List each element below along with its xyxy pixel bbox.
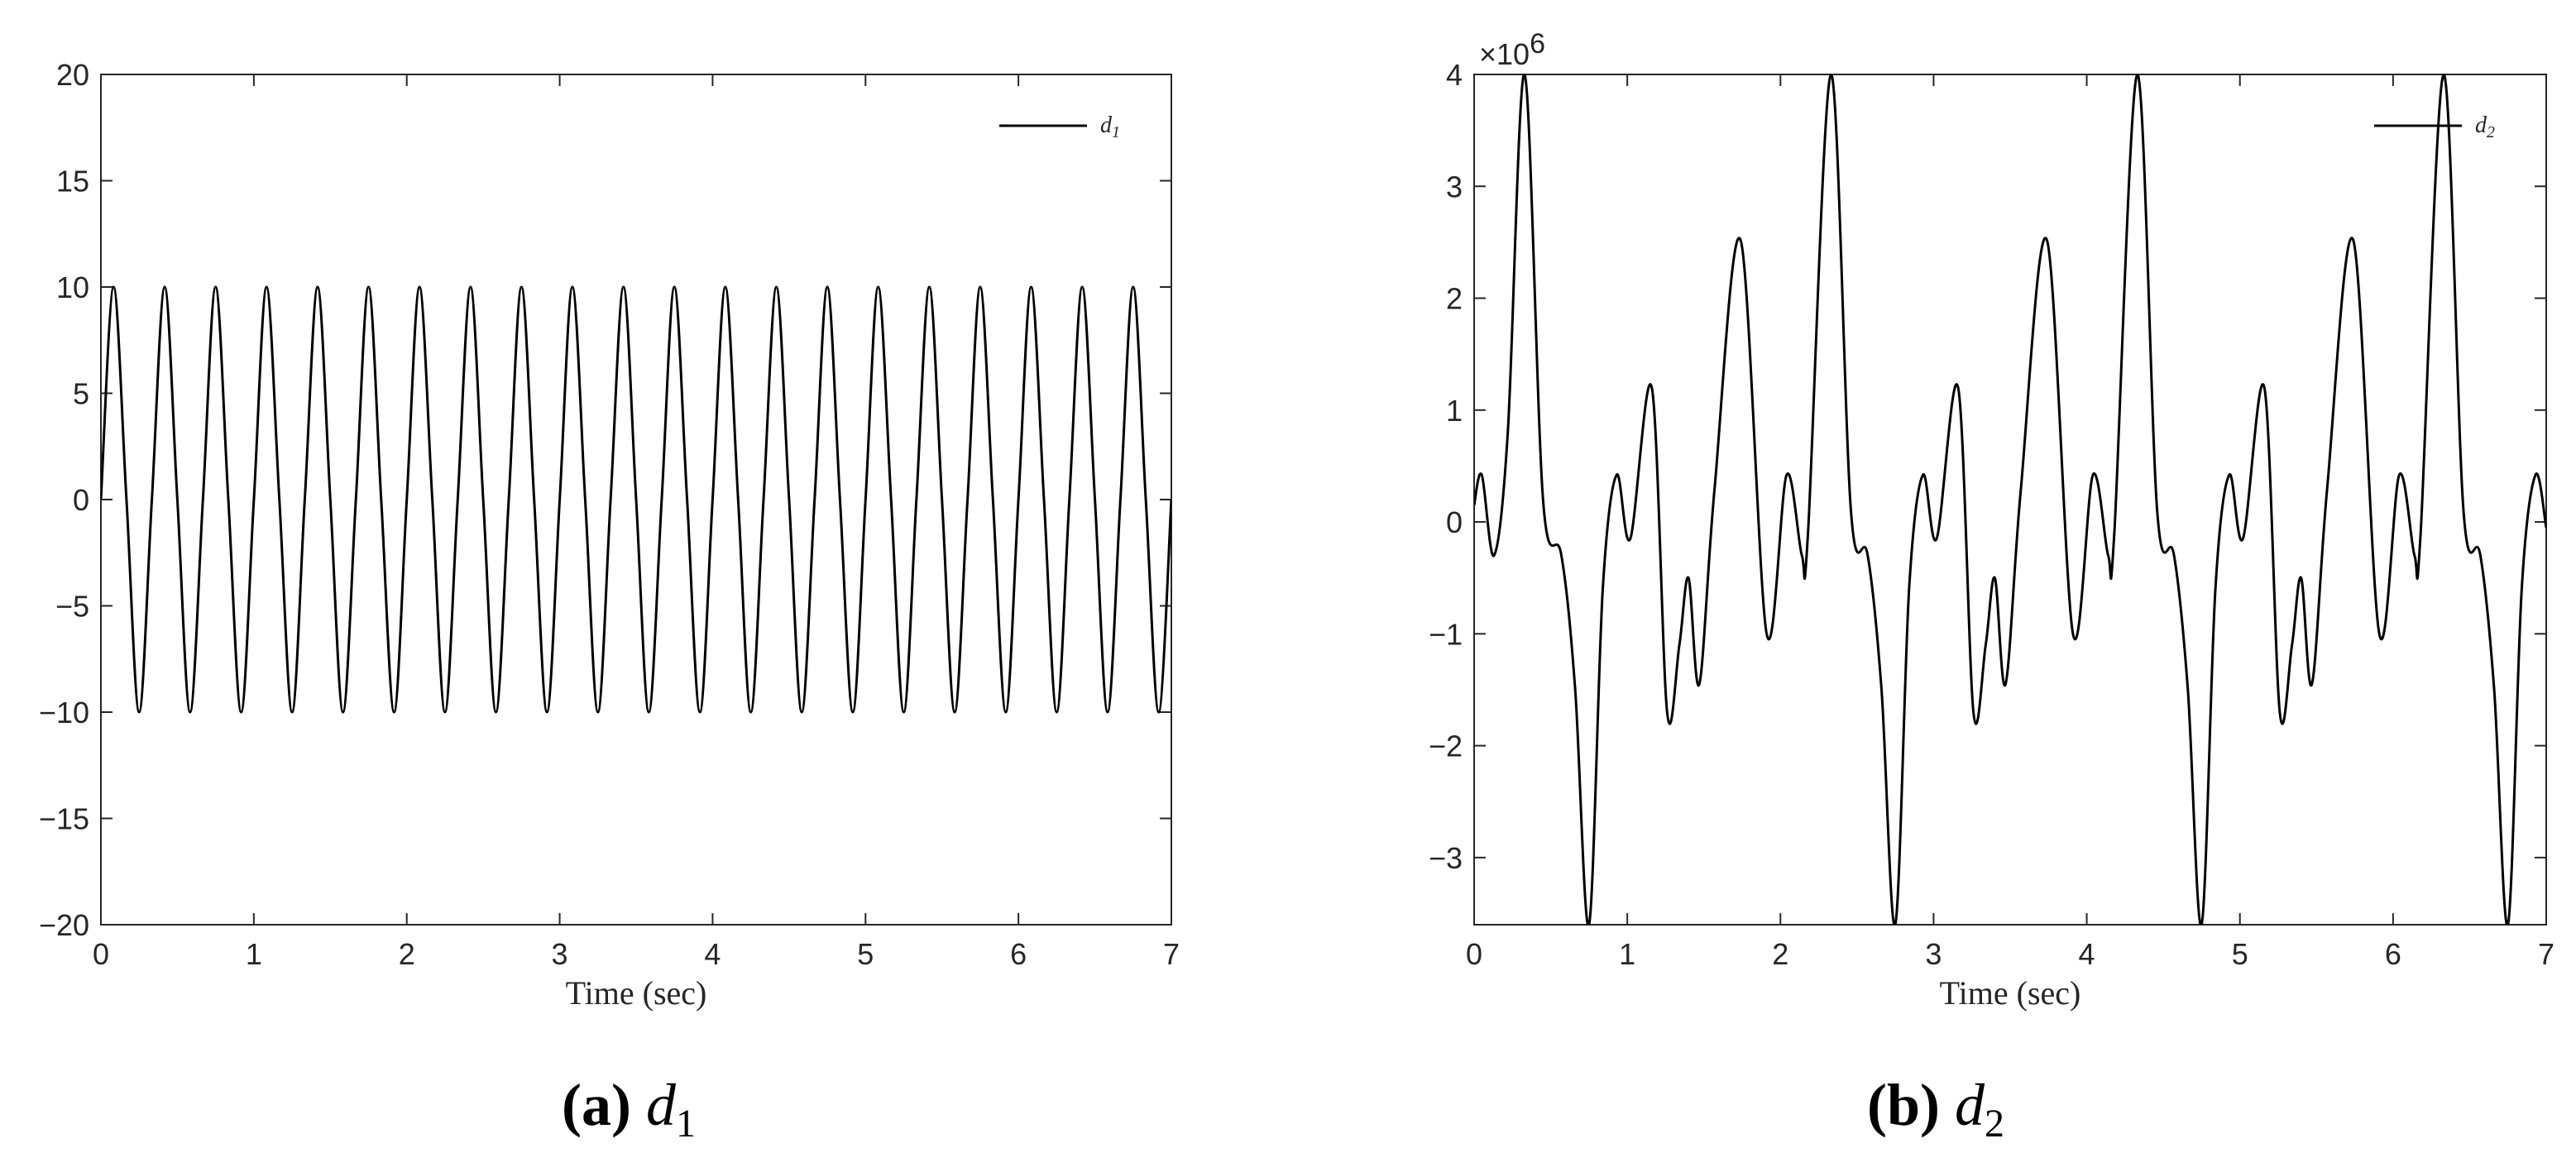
x-tick-label: 1 xyxy=(1619,937,1635,971)
y-tick-label: 15 xyxy=(56,165,89,199)
tick-labels-b: 0 1 2 3 4 5 6 7 −3 −2 −1 0 1 2 3 4 xyxy=(1429,58,2554,971)
y-tick-label: −20 xyxy=(39,908,89,942)
x-tick-label: 5 xyxy=(857,937,874,971)
y-tick-label: 4 xyxy=(1446,58,1463,92)
x-tick-label: 4 xyxy=(2079,937,2095,971)
x-tick-label: 3 xyxy=(1925,937,1942,971)
x-tick-label: 7 xyxy=(2538,937,2554,971)
x-tick-label: 4 xyxy=(704,937,721,971)
caption-b: (b) d2 xyxy=(1867,1072,2004,1146)
x-tick-label: 7 xyxy=(1163,937,1180,971)
x-tick-label: 1 xyxy=(246,937,262,971)
series-line-d1 xyxy=(101,285,1171,714)
x-tick-label: 6 xyxy=(1010,937,1027,971)
y-tick-label: 0 xyxy=(1446,505,1463,539)
y-tick-label: −2 xyxy=(1429,730,1463,763)
ticks-b xyxy=(1473,74,2547,925)
y-tick-label: 20 xyxy=(56,58,89,92)
legend-a: d1 xyxy=(999,112,1120,141)
panel-b: 0 1 2 3 4 5 6 7 −3 −2 −1 0 1 2 3 4 ×106 Time (sec) d2 (… xyxy=(1429,28,2554,1146)
y-tick-label: 10 xyxy=(56,270,89,304)
y-multiplier-b: ×106 xyxy=(1479,28,1545,71)
y-tick-label: −3 xyxy=(1429,841,1463,875)
y-tick-label: 5 xyxy=(73,377,89,411)
x-tick-label: 0 xyxy=(93,937,109,971)
x-tick-label: 5 xyxy=(2232,937,2248,971)
y-tick-label: −15 xyxy=(39,802,89,836)
x-tick-label: 3 xyxy=(552,937,568,971)
panel-a: 0 1 2 3 4 5 6 7 −20 −15 −10 −5 0 5 10 15 20 Time (sec) d… xyxy=(39,58,1180,1146)
x-tick-label: 0 xyxy=(1466,937,1482,971)
tick-labels-a: 0 1 2 3 4 5 6 7 −20 −15 −10 −5 0 5 10 15 20 xyxy=(39,58,1180,971)
caption-a: (a) d1 xyxy=(562,1072,696,1146)
legend-b: d2 xyxy=(2374,112,2495,141)
series-line-d2 xyxy=(1474,74,2546,925)
x-tick-label: 6 xyxy=(2385,937,2401,971)
ticks-a xyxy=(100,74,1172,926)
x-tick-label: 2 xyxy=(399,937,415,971)
x-tick-label: 2 xyxy=(1772,937,1788,971)
y-tick-label: −10 xyxy=(39,696,89,730)
series-a xyxy=(101,285,1171,714)
x-axis-label-b: Time (sec) xyxy=(1940,974,2081,1012)
series-b xyxy=(1474,74,2546,925)
legend-label-b: d2 xyxy=(2475,112,2495,141)
y-tick-label: 3 xyxy=(1446,170,1463,203)
y-tick-label: 2 xyxy=(1446,282,1463,316)
legend-label-a: d1 xyxy=(1100,112,1120,141)
y-tick-label: 1 xyxy=(1446,394,1463,428)
y-tick-label: −1 xyxy=(1429,617,1463,651)
x-axis-label-a: Time (sec) xyxy=(566,974,707,1012)
y-tick-label: −5 xyxy=(55,590,89,624)
y-tick-label: 0 xyxy=(73,483,89,517)
